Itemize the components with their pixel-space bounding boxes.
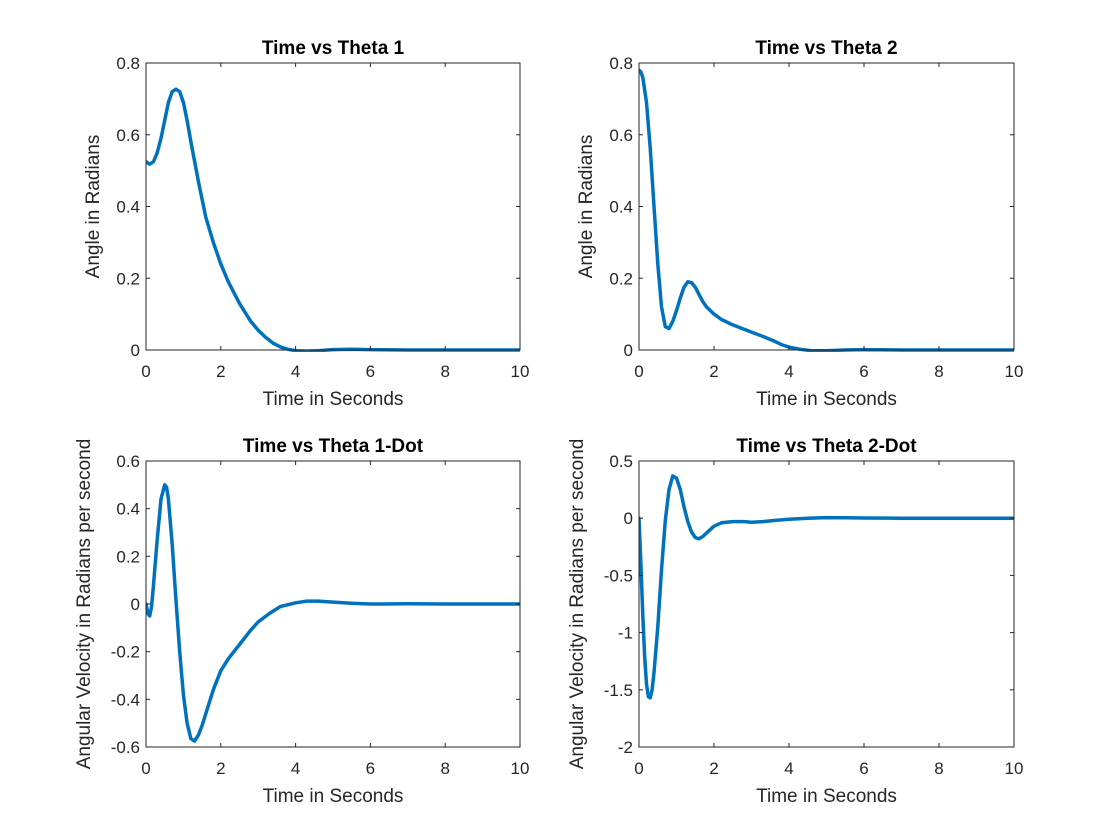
y-tick-label: 0: [624, 509, 633, 528]
y-tick-label: 0.8: [116, 54, 140, 73]
x-tick-label: 10: [511, 362, 530, 381]
y-tick-label: 0: [131, 341, 140, 360]
y-tick-label: -2: [618, 738, 633, 757]
x-tick-label: 2: [709, 759, 718, 778]
y-axis-label-theta-2: Angle in Radians: [576, 135, 597, 279]
y-tick-label: 0.6: [609, 126, 633, 145]
subplot-theta-1: 0 2 4 6 8 10 0 0.2 0.4 0.6 0.8 Time vs Theta 1 Time …: [83, 38, 529, 410]
x-tick-label: 10: [1005, 759, 1024, 778]
x-tick-label: 6: [859, 362, 868, 381]
subplot-theta-1-dot: 0 2 4 6 8 10 -0.6 -0.4 -0.2 0 0.2 0.4 0.6 Time vs The…: [74, 436, 529, 807]
y-tick-label: 0.4: [116, 198, 140, 217]
y-tick-label: 0.4: [116, 500, 140, 519]
x-tick-label: 4: [784, 759, 793, 778]
x-tick-label: 0: [141, 759, 150, 778]
y-axis-label-theta-1: Angle in Radians: [83, 135, 104, 279]
chart-title-theta-2: Time vs Theta 2: [755, 38, 897, 59]
series-line-theta-1-dot: [146, 483, 520, 743]
y-tick-label: -0.2: [111, 643, 140, 662]
y-tick-label: 0.8: [609, 54, 633, 73]
series-line-theta-2: [639, 68, 1014, 352]
chart-title-theta-1-dot: Time vs Theta 1-Dot: [243, 436, 424, 457]
x-axis-label-theta-1: Time in Seconds: [263, 389, 404, 410]
y-tick-label: 0.2: [116, 269, 140, 288]
y-tick-label: 0.4: [609, 198, 633, 217]
y-tick-label: 0.6: [116, 126, 140, 145]
x-tick-label: 0: [634, 759, 643, 778]
x-tick-label: 4: [291, 759, 300, 778]
x-tick-label: 10: [511, 759, 530, 778]
x-tick-label: 2: [216, 759, 225, 778]
x-axis-label-theta-2-dot: Time in Seconds: [756, 786, 897, 807]
x-tick-label: 2: [709, 362, 718, 381]
subplot-theta-2: 0 2 4 6 8 10 0 0.2 0.4 0.6 0.8 Time vs Theta 2 Time …: [576, 38, 1023, 410]
x-tick-label: 8: [934, 362, 943, 381]
x-tick-label: 4: [291, 362, 300, 381]
x-tick-label: 6: [366, 759, 375, 778]
y-tick-label: -0.6: [111, 738, 140, 757]
x-tick-label: 8: [934, 759, 943, 778]
x-tick-label: 10: [1005, 362, 1024, 381]
y-tick-label: -1.5: [604, 681, 633, 700]
x-tick-label: 8: [440, 759, 449, 778]
axes-frame-theta-2-dot: [638, 460, 1015, 748]
y-axis-label-theta-2-dot: Angular Velocity in Radians per second: [567, 439, 588, 770]
y-axis-label-theta-1-dot: Angular Velocity in Radians per second: [74, 439, 95, 770]
x-tick-label: 4: [784, 362, 793, 381]
x-tick-label: 6: [366, 362, 375, 381]
subplot-grid: 0 2 4 6 8 10 0 0.2 0.4 0.6 0.8 Time vs Theta 1 Time …: [74, 38, 1023, 807]
y-tick-label: 0.2: [116, 547, 140, 566]
y-tick-label: 0.2: [609, 269, 633, 288]
series-line-theta-2-dot: [639, 474, 1014, 700]
chart-title-theta-2-dot: Time vs Theta 2-Dot: [736, 436, 917, 457]
x-tick-label: 6: [859, 759, 868, 778]
y-tick-label: -0.5: [604, 566, 633, 585]
y-tick-label: 0: [624, 341, 633, 360]
y-tick-label: 0.5: [609, 452, 633, 471]
x-axis-label-theta-1-dot: Time in Seconds: [263, 786, 404, 807]
x-tick-label: 8: [440, 362, 449, 381]
x-tick-label: 0: [634, 362, 643, 381]
subplot-theta-2-dot: 0 2 4 6 8 10 -2 -1.5 -1 -0.5 0 0.5 Time vs Theta 2-D…: [567, 436, 1023, 807]
y-tick-label: -0.4: [111, 690, 140, 709]
y-tick-label: -1: [618, 624, 633, 643]
chart-title-theta-1: Time vs Theta 1: [262, 38, 405, 59]
y-tick-label: 0: [131, 595, 140, 614]
x-tick-label: 0: [141, 362, 150, 381]
x-axis-label-theta-2: Time in Seconds: [756, 389, 897, 410]
y-tick-label: 0.6: [116, 452, 140, 471]
x-tick-label: 2: [216, 362, 225, 381]
